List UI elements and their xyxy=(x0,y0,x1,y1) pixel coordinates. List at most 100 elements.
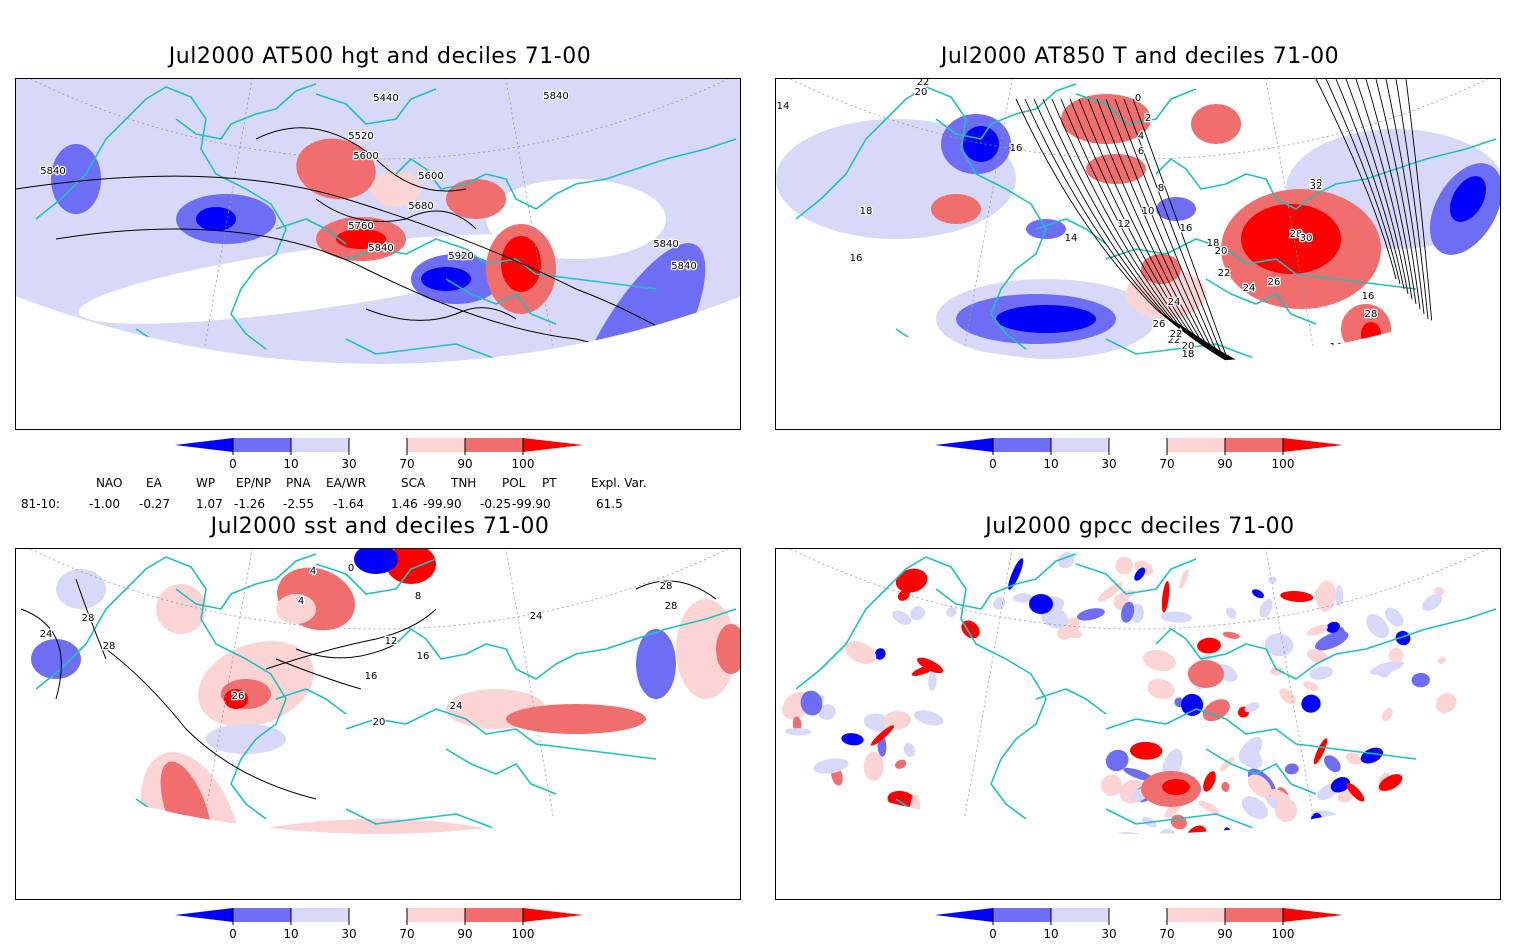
decile-anomaly-area xyxy=(993,597,1006,610)
decile-anomaly-area xyxy=(996,305,1096,333)
coastline xyxy=(395,138,737,210)
decile-anomaly-area xyxy=(1241,204,1341,274)
contour-label: 16 xyxy=(990,369,1003,380)
decile-anomaly-area xyxy=(1160,611,1193,623)
decile-anomaly-area xyxy=(716,624,740,674)
contour-label: 12 xyxy=(1118,219,1131,230)
latitude-gridline xyxy=(16,549,740,630)
coastline xyxy=(1155,608,1497,680)
colorbar-high-triangle xyxy=(523,438,583,452)
colorbar-bin xyxy=(291,908,349,922)
coastline xyxy=(1075,558,1197,595)
contour-label: 16 xyxy=(1330,342,1343,353)
temperature-contour xyxy=(1395,79,1429,320)
coastline xyxy=(345,238,657,290)
coastline xyxy=(476,379,596,429)
temperature-contour xyxy=(1335,79,1405,290)
colorbar-tick-label: 100 xyxy=(1272,457,1295,471)
contour-label: 24 xyxy=(1168,297,1181,308)
decile-anomaly-area xyxy=(1216,833,1232,834)
decile-anomaly-area xyxy=(903,742,916,758)
decile-anomaly-area xyxy=(974,368,1078,430)
coastline xyxy=(345,708,657,760)
colorbar-tick-label: 100 xyxy=(512,457,535,471)
decile-anomaly-area xyxy=(1270,666,1285,676)
colorbar-top-right: 0 10 30 70 90 100 xyxy=(935,438,1345,478)
temperature-contour xyxy=(1132,98,1360,364)
contour-label: 5600 xyxy=(353,151,378,162)
decile-anomaly-area xyxy=(636,629,676,699)
index-value: -99.90 xyxy=(423,497,462,511)
decile-anomaly-area xyxy=(1388,648,1404,663)
decile-anomaly-area xyxy=(51,144,101,214)
contour-label: 22 xyxy=(1168,335,1181,346)
decile-anomaly-area xyxy=(1326,621,1340,633)
decile-anomaly-area xyxy=(1143,649,1176,672)
coastline xyxy=(1205,278,1317,325)
decile-anomaly-area xyxy=(1259,599,1273,618)
decile-anomaly-area xyxy=(1105,749,1129,772)
decile-anomaly-area xyxy=(1274,798,1298,823)
decile-anomaly-area xyxy=(1133,832,1158,868)
coastline xyxy=(795,556,1047,820)
contour-label: 20 xyxy=(1182,341,1195,352)
temperature-contour xyxy=(1385,79,1425,315)
decile-anomaly-area xyxy=(1313,738,1328,765)
contour-label: 28 xyxy=(1365,309,1378,320)
coastline xyxy=(935,553,1077,610)
colorbar-tick-label: 70 xyxy=(1159,457,1174,471)
height-contour xyxy=(365,307,517,321)
index-header: EA xyxy=(146,476,162,490)
decile-anomaly-area xyxy=(1222,827,1237,834)
contour-label: 5840 xyxy=(653,239,678,250)
index-header: WP xyxy=(196,476,216,490)
latitude-gridline xyxy=(776,79,1500,160)
decile-anomaly-area xyxy=(895,568,928,593)
temperature-contour xyxy=(1060,98,1346,364)
contour-label: 5440 xyxy=(373,93,398,104)
map-disk xyxy=(776,549,1500,895)
decile-anomaly-area xyxy=(1301,694,1321,713)
colorbar-tick-label: 90 xyxy=(1217,927,1232,941)
decile-anomaly-area xyxy=(1190,853,1200,867)
coastline xyxy=(275,218,347,245)
contour-label: 10 xyxy=(1142,206,1155,217)
map-disk: 5440 5520 5600 5600 5680 5760 5840 5840 5920 5840… xyxy=(16,79,740,429)
decile-anomaly-area xyxy=(1252,589,1264,599)
contour-label: 20 xyxy=(915,87,928,98)
contour-label: 18 xyxy=(860,206,873,217)
decile-anomaly-area xyxy=(1244,702,1260,713)
contour-label: 26 xyxy=(1268,277,1281,288)
contour-label: 16 xyxy=(365,671,378,682)
decile-anomaly-area xyxy=(931,194,981,224)
contour-label: 14 xyxy=(777,101,790,112)
coastline xyxy=(175,553,317,610)
temperature-contour xyxy=(1087,98,1351,364)
colorbar-tick-label: 100 xyxy=(512,927,535,941)
decile-anomaly-area xyxy=(1247,774,1272,798)
colorbar-bin xyxy=(291,438,349,452)
latitude-gridline xyxy=(776,549,1500,630)
decile-anomaly-area xyxy=(1234,842,1278,866)
colorbar-high-triangle xyxy=(523,908,583,922)
decile-anomaly-area xyxy=(1029,594,1053,614)
decile-anomaly-area xyxy=(928,670,937,692)
coastline xyxy=(1105,238,1417,290)
colorbar-bin xyxy=(1167,438,1225,452)
contour-label: 5840 xyxy=(368,243,393,254)
decile-anomaly-area xyxy=(1233,845,1249,856)
temperature-contour xyxy=(1123,98,1358,364)
index-row-label: 81-10: xyxy=(21,497,60,511)
decile-anomaly-area xyxy=(961,620,980,639)
colorbar-tick-label: 70 xyxy=(399,927,414,941)
decile-anomaly-area xyxy=(1302,834,1335,859)
decile-anomaly-area xyxy=(1137,860,1171,895)
contour-label: 5520 xyxy=(348,131,373,142)
decile-anomaly-area xyxy=(1377,823,1405,834)
decile-anomaly-area xyxy=(1194,830,1225,864)
map-canvas: 2220141618161602468101214161820222426283… xyxy=(776,79,1500,430)
sst-contour xyxy=(105,648,317,800)
colorbar-bin xyxy=(465,438,523,452)
colorbar-tick-label: 90 xyxy=(1217,457,1232,471)
contour-label: 26 xyxy=(232,691,245,702)
